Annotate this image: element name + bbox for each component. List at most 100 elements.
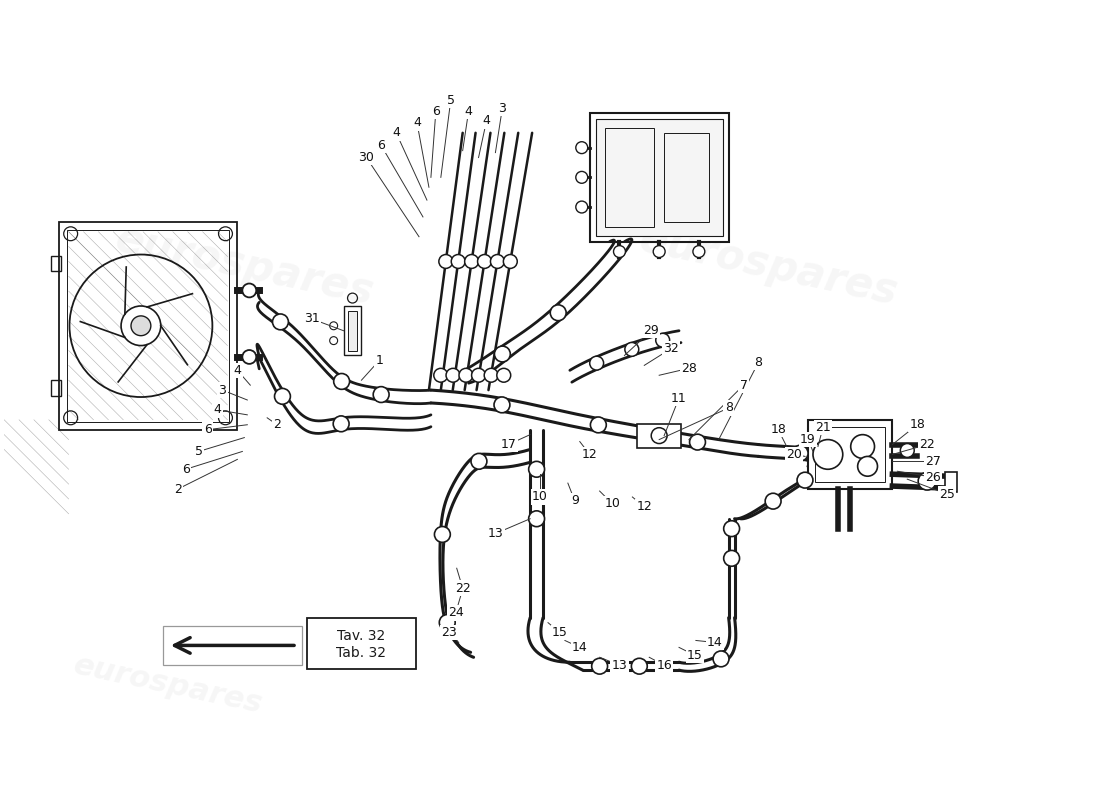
Text: 2: 2 — [273, 418, 280, 431]
Bar — [808, 420, 892, 489]
Text: 12: 12 — [637, 500, 652, 514]
Circle shape — [439, 614, 455, 630]
Bar — [163, 626, 301, 666]
Text: 3: 3 — [219, 384, 227, 397]
Bar — [605, 128, 654, 227]
Circle shape — [690, 434, 705, 450]
Circle shape — [575, 171, 587, 183]
Text: 15: 15 — [688, 649, 703, 662]
Circle shape — [464, 254, 478, 268]
Circle shape — [472, 368, 485, 382]
Circle shape — [131, 316, 151, 336]
Text: 5: 5 — [195, 445, 202, 458]
Circle shape — [273, 314, 288, 330]
Bar — [51, 380, 60, 396]
Text: 9: 9 — [571, 494, 579, 507]
Text: 27: 27 — [925, 455, 940, 468]
Text: 17: 17 — [500, 438, 516, 451]
Circle shape — [451, 254, 465, 268]
Text: 31: 31 — [304, 312, 320, 326]
Circle shape — [484, 368, 498, 382]
Text: 4: 4 — [393, 126, 400, 139]
Text: 23: 23 — [441, 626, 456, 639]
Text: 3: 3 — [498, 102, 506, 114]
Circle shape — [798, 472, 813, 488]
Text: eurospares: eurospares — [636, 218, 901, 314]
Bar — [590, 113, 728, 242]
Bar — [945, 472, 957, 492]
Text: 22: 22 — [920, 438, 935, 451]
Text: 14: 14 — [572, 641, 587, 654]
Circle shape — [724, 521, 739, 537]
Circle shape — [333, 374, 350, 390]
Text: 6: 6 — [204, 423, 211, 436]
Bar — [348, 311, 358, 350]
Text: 10: 10 — [605, 498, 620, 510]
Bar — [343, 306, 362, 355]
Text: 21: 21 — [815, 422, 830, 434]
Text: 24: 24 — [448, 606, 463, 619]
Circle shape — [724, 550, 739, 566]
Text: 4: 4 — [414, 117, 421, 130]
Text: 6: 6 — [182, 462, 189, 476]
Text: 8: 8 — [725, 402, 733, 414]
Text: 18: 18 — [910, 418, 925, 431]
Circle shape — [446, 368, 460, 382]
Text: 4: 4 — [233, 364, 241, 377]
Text: 6: 6 — [432, 105, 440, 118]
Text: Tab. 32: Tab. 32 — [337, 646, 386, 660]
Text: 5: 5 — [447, 94, 454, 106]
Circle shape — [590, 356, 604, 370]
Bar — [67, 230, 230, 422]
Circle shape — [813, 439, 843, 470]
Circle shape — [529, 511, 544, 526]
Circle shape — [766, 494, 781, 509]
Text: 32: 32 — [663, 342, 679, 355]
Circle shape — [242, 283, 256, 298]
Circle shape — [434, 526, 450, 542]
Text: 26: 26 — [925, 470, 940, 484]
Circle shape — [494, 346, 510, 362]
Bar — [58, 222, 238, 430]
Circle shape — [656, 334, 670, 347]
Text: 12: 12 — [582, 448, 597, 461]
Text: 29: 29 — [644, 324, 659, 338]
Text: 18: 18 — [770, 423, 786, 436]
Circle shape — [850, 434, 875, 458]
Bar — [637, 424, 681, 447]
Circle shape — [491, 254, 504, 268]
Text: 14: 14 — [707, 636, 723, 649]
Text: 4: 4 — [464, 105, 473, 118]
Circle shape — [631, 658, 647, 674]
Circle shape — [494, 397, 510, 413]
Circle shape — [792, 446, 808, 461]
Text: eurospares: eurospares — [70, 650, 265, 719]
Circle shape — [693, 246, 705, 258]
Text: 28: 28 — [681, 362, 697, 375]
Text: 15: 15 — [552, 626, 568, 639]
Circle shape — [497, 368, 510, 382]
Circle shape — [575, 201, 587, 213]
Circle shape — [439, 254, 453, 268]
Bar — [51, 255, 60, 271]
Text: 30: 30 — [359, 151, 374, 164]
Bar — [596, 119, 723, 236]
Circle shape — [471, 454, 487, 470]
Circle shape — [433, 368, 448, 382]
Circle shape — [592, 658, 607, 674]
Circle shape — [504, 254, 517, 268]
Circle shape — [900, 443, 914, 458]
Text: eurospares: eurospares — [111, 218, 377, 314]
Text: 13: 13 — [487, 527, 504, 540]
Circle shape — [477, 254, 492, 268]
Circle shape — [713, 651, 729, 666]
Text: 1: 1 — [375, 354, 383, 367]
Circle shape — [918, 472, 936, 490]
Text: 19: 19 — [800, 433, 816, 446]
Bar — [815, 426, 886, 482]
Text: 16: 16 — [657, 658, 672, 672]
Bar — [307, 618, 416, 669]
Text: 7: 7 — [739, 378, 748, 392]
Circle shape — [242, 350, 256, 364]
Circle shape — [653, 246, 666, 258]
